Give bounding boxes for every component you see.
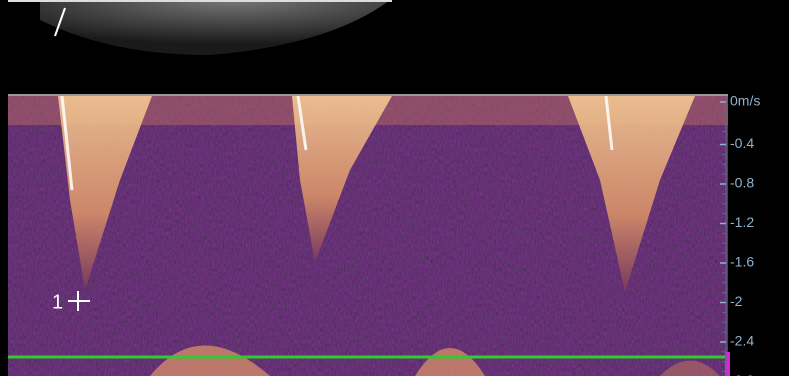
scale-label: -0.8	[730, 175, 754, 191]
cursor-line	[54, 7, 66, 37]
baseline-marker	[725, 352, 730, 376]
caliper-label: 1	[52, 291, 63, 313]
scale-label: -1.2	[730, 214, 754, 230]
scale-label: -2	[730, 293, 743, 309]
velocity-scale: 0m/s -0.4 -0.8 -1.2 -1.6 -2 -2.4 -2.8	[720, 93, 760, 376]
doppler-spectrum	[8, 94, 728, 376]
b-mode-sector	[40, 0, 390, 55]
scale-label: -0.4	[730, 135, 754, 151]
scale-label: -1.6	[730, 254, 754, 270]
scale-label: -2.8	[730, 372, 754, 376]
caliper	[68, 291, 90, 311]
scale-label: -2.4	[730, 333, 754, 349]
scale-label: 0m/s	[730, 93, 760, 109]
